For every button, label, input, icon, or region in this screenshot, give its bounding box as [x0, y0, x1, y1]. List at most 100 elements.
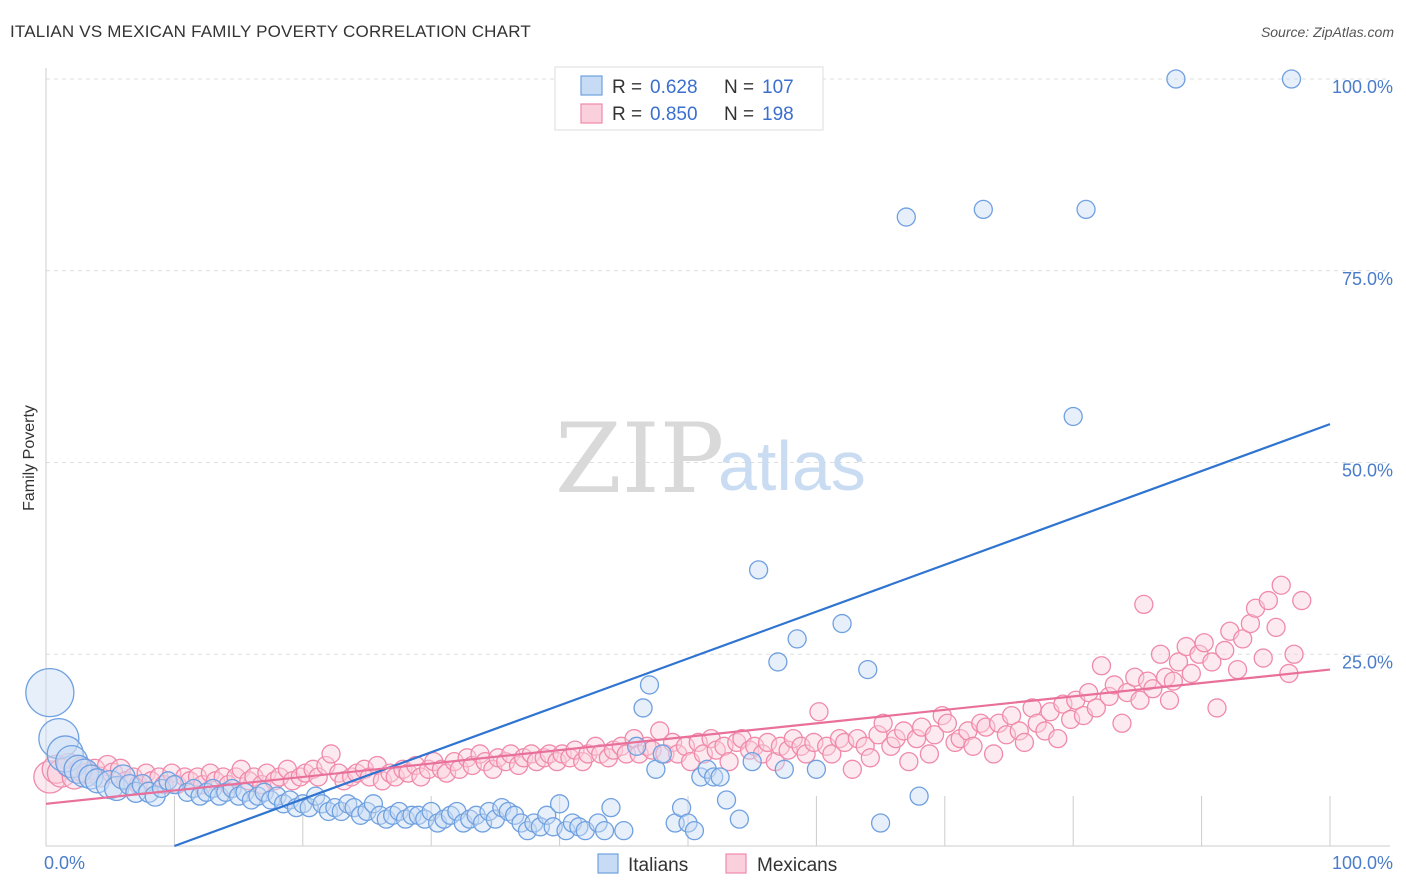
scatter-point: [896, 207, 916, 227]
scatter-point: [1233, 629, 1253, 649]
scatter-point: [1292, 590, 1312, 611]
scatter-point: [873, 713, 893, 733]
scatter-point: [1194, 633, 1214, 653]
scatter-point: [639, 675, 660, 695]
scatter-point: [983, 744, 1004, 764]
scatter-point: [505, 805, 525, 825]
bottom-legend-swatch-mexicans: [725, 853, 747, 874]
scatter-point: [924, 725, 945, 745]
italians-points: [25, 69, 1302, 841]
scatter-point: [774, 759, 794, 779]
scatter-point: [1253, 648, 1273, 668]
watermark-zip: ZIP: [555, 403, 724, 515]
legend-n-label-mexicans: N =: [724, 104, 754, 125]
scatter-point: [1091, 656, 1112, 676]
scatter-point: [809, 702, 829, 722]
scatter-point: [652, 744, 672, 764]
scatter-point: [1063, 406, 1083, 427]
italians-trend-line: [174, 423, 1331, 848]
scatter-point: [822, 744, 842, 764]
scatter-point: [1078, 682, 1099, 703]
tick-labels: 25.0% 50.0% 75.0% 100.0% 0.0% 100.0%: [44, 77, 1393, 873]
scatter-point: [633, 698, 653, 718]
scatter-point: [858, 659, 878, 680]
scatter-point: [1022, 698, 1042, 718]
scatter-point: [847, 728, 868, 749]
trend-lines: [45, 423, 1331, 848]
y-tick-label: 75.0%: [1342, 269, 1393, 289]
y-tick-label: 25.0%: [1342, 652, 1393, 672]
scatter-point: [678, 813, 698, 833]
scatter-point: [919, 744, 940, 764]
bottom-legend: Italians Mexicans: [597, 853, 837, 876]
scatter-point: [588, 813, 608, 833]
scatter-point: [1112, 713, 1132, 733]
scatter-point: [626, 736, 647, 756]
scatter-point: [1086, 698, 1106, 718]
scatter-point: [601, 798, 621, 818]
scatter-point: [1027, 713, 1047, 733]
scatter-point: [899, 751, 919, 772]
scatter-point: [321, 744, 341, 764]
scatter-point: [783, 728, 803, 749]
scatter-point: [868, 725, 888, 745]
legend-swatch-italians: [580, 75, 603, 96]
scatter-point: [363, 794, 384, 814]
scatter-point: [1001, 705, 1022, 726]
scatter-point: [103, 775, 130, 802]
scatter-point: [1207, 698, 1227, 718]
mexicans-points: [33, 575, 1312, 795]
scatter-point: [1166, 69, 1186, 89]
watermark-atlas: atlas: [718, 427, 866, 505]
scatter-point: [1266, 617, 1286, 638]
bottom-legend-mexicans: Mexicans: [757, 855, 837, 876]
scatter-point: [1014, 732, 1035, 753]
scatter-point: [710, 767, 730, 787]
scatter-point: [716, 790, 737, 810]
scatter-point: [684, 821, 705, 841]
scatter-point: [1240, 613, 1261, 634]
bottom-legend-swatch-italians: [597, 853, 619, 874]
scatter-point: [1159, 690, 1180, 710]
scatter-point: [855, 736, 875, 756]
legend-r-label-mexicans: R =: [612, 104, 642, 125]
y-tick-label: 100.0%: [1332, 77, 1393, 97]
scatter-point: [1168, 652, 1189, 672]
bottom-legend-italians: Italians: [628, 855, 688, 876]
scatter-point: [1134, 594, 1154, 615]
legend-r-label-italians: R =: [612, 77, 642, 98]
scatter-point: [704, 767, 724, 787]
scatter-point: [806, 759, 827, 779]
scatter-point: [719, 751, 739, 772]
y-tick-label: 50.0%: [1342, 461, 1393, 481]
scatter-point: [796, 744, 816, 764]
scatter-point: [549, 794, 570, 814]
scatter-point: [937, 713, 958, 733]
chart-title: ITALIAN VS MEXICAN FAMILY POVERTY CORREL…: [10, 22, 531, 41]
legend-n-value-mexicans: 198: [762, 104, 794, 125]
legend-n-value-italians: 107: [762, 77, 794, 98]
scatter-point: [886, 728, 906, 749]
scatter-point: [614, 821, 634, 841]
scatter-point: [906, 728, 927, 749]
scatter-point: [1048, 728, 1068, 749]
scatter-point: [1284, 644, 1304, 664]
scatter-point: [38, 717, 80, 760]
scatter-point: [768, 652, 788, 672]
legend-n-label-italians: N =: [724, 77, 754, 98]
scatter-point: [1202, 652, 1222, 672]
scatter-point: [1271, 575, 1291, 595]
mexicans-trend-line: [45, 668, 1331, 805]
scatter-point: [1215, 640, 1235, 661]
legend-r-value-mexicans: 0.850: [650, 104, 698, 125]
scatter-point: [1181, 663, 1201, 684]
scatter-point: [411, 767, 431, 787]
legend-r-value-italians: 0.628: [650, 77, 698, 98]
scatter-point: [1130, 690, 1150, 710]
watermark: ZIP atlas: [555, 403, 866, 515]
y-axis-label: Family Poverty: [21, 405, 38, 511]
scatter-point: [748, 560, 769, 580]
scatter-point: [1227, 659, 1248, 680]
scatter-point: [729, 809, 750, 829]
